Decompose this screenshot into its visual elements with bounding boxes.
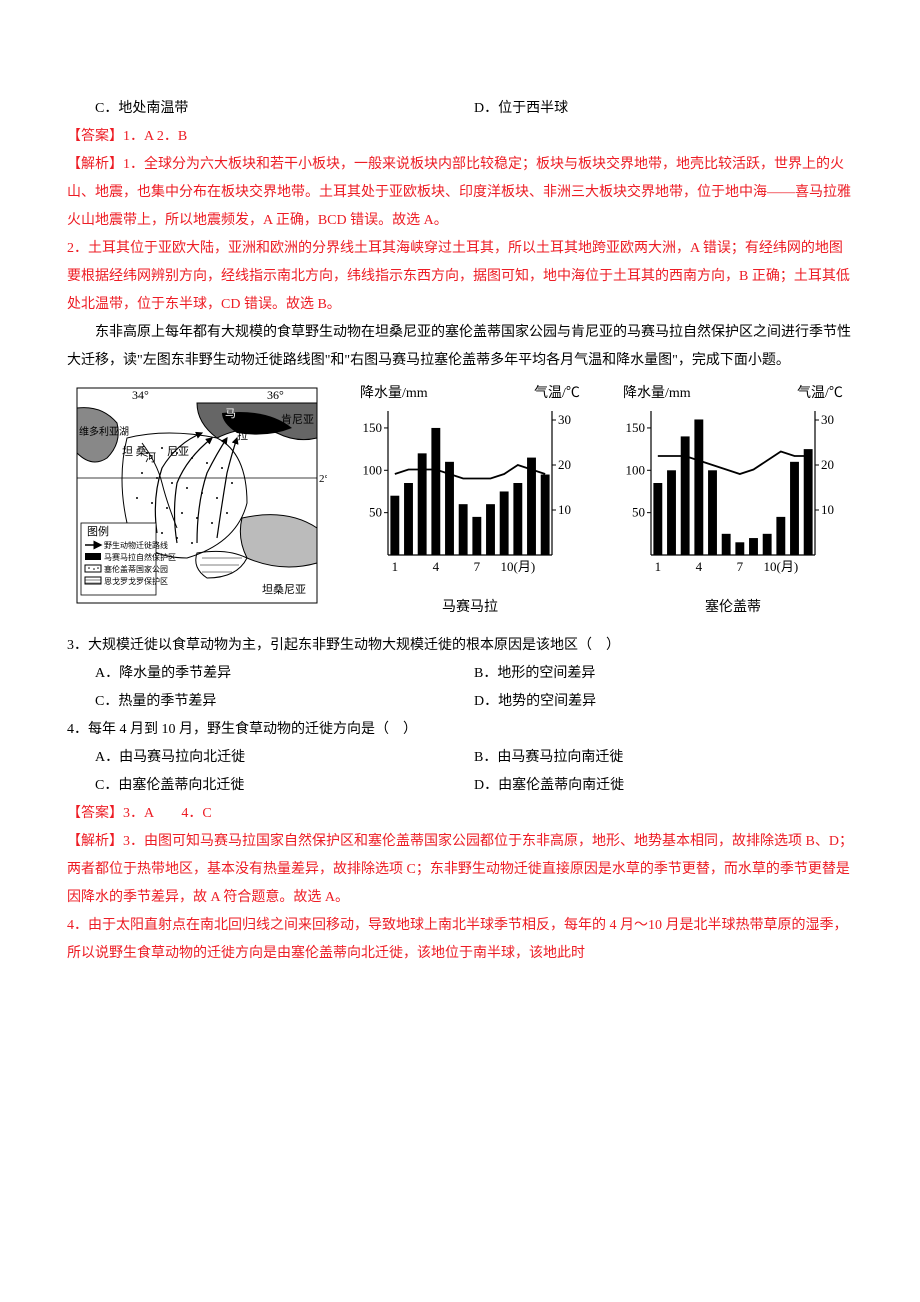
svg-text:降水量/mm: 降水量/mm	[623, 385, 691, 401]
figures-row: 34° 36° 2° 维多利亚湖 马 拉 肯尼亚	[67, 383, 853, 624]
explain-3-text: 由图可知马赛马拉国家自然保护区和塞伦盖蒂国家公园都位于东非高原，地形、地势基本相…	[67, 834, 853, 905]
q3-option-d: D．地势的空间差异	[474, 688, 853, 716]
svg-text:气温/℃: 气温/℃	[797, 385, 843, 401]
map-figure: 34° 36° 2° 维多利亚湖 马 拉 肯尼亚	[67, 383, 327, 624]
lake-label: 维多利亚湖	[79, 425, 129, 438]
svg-text:10: 10	[558, 502, 571, 517]
q3-option-c: C．热量的季节差异	[95, 688, 474, 716]
svg-text:100: 100	[363, 462, 383, 477]
explain-1: 【解析】1．全球分为六大板块和若干小板块，一般来说板块内部比较稳定；板块与板块交…	[67, 151, 853, 235]
q4-stem: 4．每年 4 月到 10 月，野生食草动物的迁徙方向是（ ）	[67, 716, 853, 744]
explain-1-text: 全球分为六大板块和若干小板块，一般来说板块内部比较稳定；板块与板块交界地带，地壳…	[67, 157, 851, 228]
explain-3: 【解析】3．由图可知马赛马拉国家自然保护区和塞伦盖蒂国家公园都位于东非高原，地形…	[67, 828, 853, 912]
q3-option-a: A．降水量的季节差异	[95, 660, 474, 688]
svg-text:4: 4	[696, 559, 703, 574]
kenya-label: 肯尼亚	[281, 413, 314, 426]
svg-text:坦 桑: 坦 桑	[122, 444, 147, 458]
tanzania-label: 坦桑尼亚	[262, 582, 306, 596]
explain-2-label: 2．	[67, 241, 88, 256]
serengeti-title: 塞伦盖蒂	[613, 594, 853, 622]
masai-title: 马赛马拉	[350, 594, 590, 622]
intro-34: 东非高原上每年都有大规模的食草野生动物在坦桑尼亚的塞伦盖蒂国家公园与肯尼亚的马赛…	[67, 319, 853, 375]
svg-text:气温/℃: 气温/℃	[534, 385, 580, 401]
explain-3-label: 【解析】3．	[67, 834, 144, 849]
svg-text:50: 50	[369, 505, 382, 520]
chart-serengeti: 降水量/mm 气温/℃ 150 100 50 30 20 10 1 4 7 10(月) 塞伦盖蒂	[613, 383, 853, 622]
svg-text:30: 30	[821, 412, 834, 427]
answer-34: 【答案】3．A 4．C	[67, 800, 853, 828]
svg-text:拉: 拉	[237, 428, 248, 442]
lon-36: 36°	[267, 388, 284, 402]
q4-option-d: D．由塞伦盖蒂向南迁徙	[474, 772, 853, 800]
answer-12: 【答案】1．A 2．B	[67, 123, 853, 151]
svg-text:50: 50	[632, 505, 645, 520]
lon-34: 34°	[132, 388, 149, 402]
legend-0: 野生动物迁徙路线	[104, 540, 168, 550]
svg-text:10(月): 10(月)	[763, 559, 798, 574]
q2-option-c: C．地处南温带	[95, 95, 474, 123]
svg-text:100: 100	[626, 462, 646, 477]
legend-title: 图例	[87, 524, 109, 538]
svg-text:1: 1	[392, 559, 399, 574]
svg-text:10(月): 10(月)	[500, 559, 535, 574]
explain-2: 2．土耳其位于亚欧大陆，亚洲和欧洲的分界线土耳其海峡穿过土耳其，所以土耳其地跨亚…	[67, 235, 853, 319]
q3-stem: 3．大规模迁徙以食草动物为主，引起东非野生动物大规模迁徙的根本原因是该地区（ ）	[67, 632, 853, 660]
explain-1-label: 【解析】1．	[67, 157, 144, 172]
svg-text:7: 7	[737, 559, 744, 574]
svg-text:降水量/mm: 降水量/mm	[360, 385, 428, 401]
svg-text:10: 10	[821, 502, 834, 517]
svg-text:20: 20	[821, 457, 834, 472]
q4-option-c: C．由塞伦盖蒂向北迁徙	[95, 772, 474, 800]
svg-text:马: 马	[225, 407, 236, 420]
q4-option-b: B．由马赛马拉向南迁徙	[474, 744, 853, 772]
q4-option-a: A．由马赛马拉向北迁徙	[95, 744, 474, 772]
legend-3: 恩戈罗戈罗保护区	[104, 576, 168, 586]
svg-text:4: 4	[433, 559, 440, 574]
chart-masai: 降水量/mm 气温/℃ 150 100 50 30 20 10 1 4 7 10(月) 马赛马拉	[350, 383, 590, 622]
q3-option-b: B．地形的空间差异	[474, 660, 853, 688]
legend-2: 塞伦盖蒂国家公园	[104, 564, 168, 574]
svg-text:30: 30	[558, 412, 571, 427]
svg-text:150: 150	[363, 420, 383, 435]
explain-4-label: 4．	[67, 918, 88, 933]
legend-1: 马赛马拉自然保护区	[104, 552, 176, 562]
explain-2-text: 土耳其位于亚欧大陆，亚洲和欧洲的分界线土耳其海峡穿过土耳其，所以土耳其地跨亚欧两…	[67, 241, 850, 312]
q2-option-d: D．位于西半球	[474, 95, 853, 123]
svg-text:1: 1	[655, 559, 662, 574]
svg-text:150: 150	[626, 420, 646, 435]
explain-4-text: 由于太阳直射点在南北回归线之间来回移动，导致地球上南北半球季节相反，每年的 4 …	[67, 918, 848, 961]
lat-2: 2°	[319, 473, 327, 485]
svg-text:7: 7	[474, 559, 481, 574]
explain-4: 4．由于太阳直射点在南北回归线之间来回移动，导致地球上南北半球季节相反，每年的 …	[67, 912, 853, 968]
svg-text:20: 20	[558, 457, 571, 472]
